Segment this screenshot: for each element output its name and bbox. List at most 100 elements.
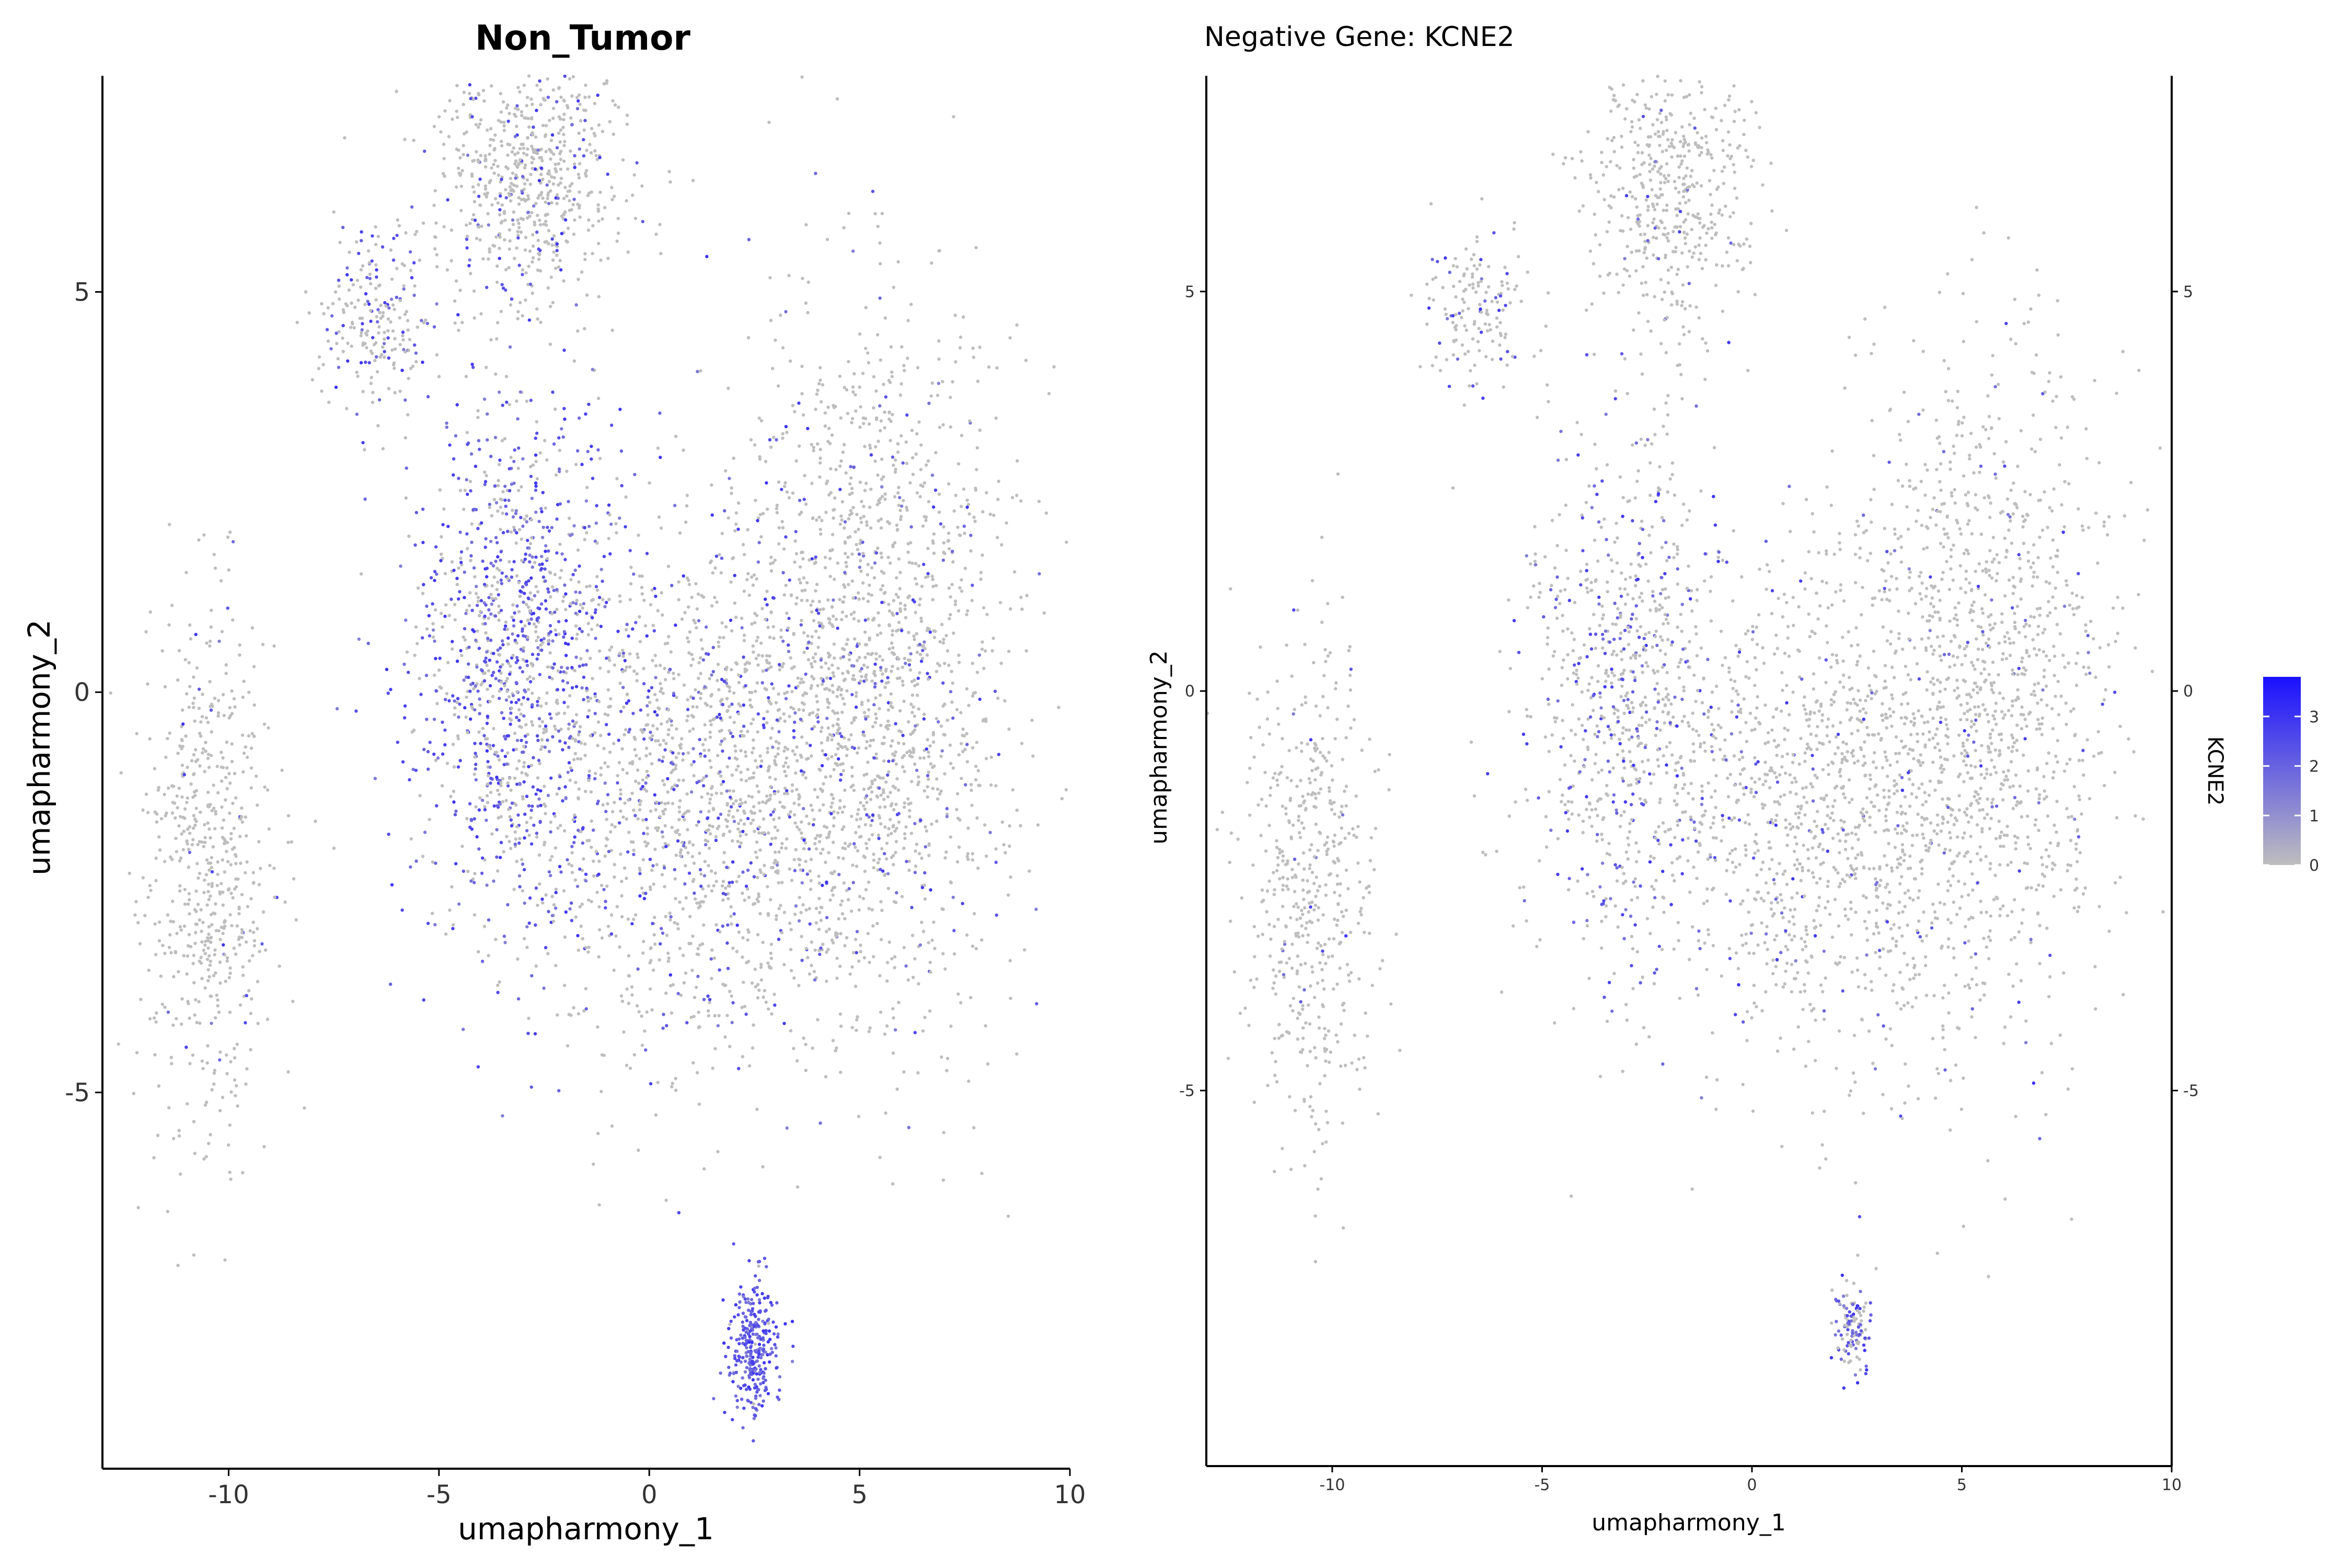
panel1-cell-point — [422, 747, 426, 752]
panel1-cell-point — [708, 719, 712, 723]
panel1-cell-point — [1003, 699, 1007, 703]
panel1-cell-point — [220, 765, 223, 769]
panel1-cell-point — [591, 224, 595, 228]
panel1-cell-point — [867, 838, 871, 841]
panel1-cell-point — [191, 962, 195, 965]
panel1-cell-point — [524, 163, 527, 167]
panel1-cell-point — [817, 874, 821, 878]
panel1-cell-point — [616, 232, 620, 235]
panel1-cell-point — [549, 275, 554, 279]
panel1-cell-point — [709, 869, 713, 873]
panel1-cell-point — [598, 457, 602, 460]
panel1-cell-point — [507, 266, 511, 270]
panel1-cell-point — [157, 939, 162, 943]
panel1-cell-point — [851, 863, 855, 867]
panel1-cell-point — [880, 908, 884, 913]
panel1-cell-point — [650, 588, 654, 592]
panel1-cell-point — [500, 711, 504, 714]
panel1-cell-point — [722, 860, 726, 864]
panel1-cell-point — [838, 374, 842, 378]
panel1-cell-point — [976, 379, 980, 383]
panel1-cell-point — [525, 774, 529, 777]
panel1-cell-point — [160, 1002, 164, 1006]
panel1-cell-point — [486, 782, 490, 786]
panel1-cell-point — [506, 153, 510, 157]
panel1-cell-point — [631, 627, 635, 631]
panel1-cell-point — [475, 584, 478, 589]
panel1-cell-point — [410, 205, 414, 209]
panel1-cell-point — [387, 833, 390, 836]
panel1-cell-point — [221, 931, 225, 936]
panel1-cell-point — [633, 216, 638, 221]
panel1-cell-point — [878, 262, 882, 266]
panel1-cell-point — [878, 1156, 882, 1159]
panel1-cell-point — [848, 482, 852, 486]
panel1-cell-point — [782, 792, 787, 795]
panel1-cell-point — [554, 728, 558, 731]
panel1-cell-point — [496, 648, 500, 652]
panel1-cell-point — [476, 629, 479, 633]
panel1-cell-point — [701, 887, 705, 891]
panel1-cell-point — [729, 731, 733, 735]
panel1-cell-point — [818, 834, 823, 837]
panel1-cell-point — [508, 239, 512, 243]
panel1-cell-point — [529, 617, 533, 621]
panel1-cell-point — [559, 268, 563, 272]
panel1-cell-point — [904, 440, 908, 444]
panel1-cell-point — [516, 86, 520, 89]
panel1-cell-point — [736, 839, 740, 844]
panel1-cell-point — [608, 552, 612, 556]
panel1-cell-point — [381, 314, 385, 318]
panel1-cell-point — [516, 957, 520, 961]
panel1-cell-point — [208, 963, 212, 967]
panel1-cell-point — [697, 1025, 700, 1030]
panel1-cell-point — [192, 790, 197, 794]
panel1-cell-point — [832, 598, 835, 602]
panel1-cell-point — [761, 800, 765, 804]
panel1-cell-point — [690, 653, 694, 656]
panel1-cell-point — [368, 309, 373, 313]
panel1-cell-point — [847, 658, 851, 662]
panel1-cell-point — [513, 843, 517, 846]
panel1-cell-point — [183, 902, 187, 906]
panel1-cell-point — [540, 159, 544, 163]
panel1-cell-point — [642, 940, 645, 943]
panel1-cell-point — [551, 117, 555, 120]
panel1-cell-point — [228, 811, 232, 815]
panel1-cell-point — [472, 200, 477, 203]
panel1-cell-point — [590, 126, 594, 131]
panel1-cell-point — [521, 795, 525, 799]
panel1-cell-point — [520, 198, 523, 201]
panel1-cell-point — [234, 1094, 237, 1098]
panel1-cell-point — [604, 844, 608, 848]
panel1-cell-point — [728, 829, 732, 833]
panel1-cell-point — [220, 779, 224, 783]
panel1-cell-point — [588, 584, 592, 588]
panel1-cell-point — [895, 612, 899, 616]
panel1-cell-point — [763, 989, 767, 993]
panel1-cell-point — [445, 692, 449, 696]
panel1-cell-point — [659, 526, 663, 530]
panel1-cell-point — [353, 305, 357, 309]
panel1-cell-point — [432, 203, 436, 207]
panel1-cell-point — [377, 325, 381, 329]
panel1-cell-point — [520, 771, 524, 775]
panel1-cell-point — [526, 96, 529, 99]
panel1-cell-point — [585, 293, 589, 297]
panel1-cell-point — [193, 941, 197, 946]
panel1-cell-point — [907, 859, 911, 863]
panel1-cell-point — [194, 909, 198, 914]
panel1-cell-point — [573, 813, 577, 817]
panel1-cell-point — [232, 697, 236, 701]
panel1-cell-point — [434, 235, 437, 239]
panel1-cell-point — [836, 718, 840, 721]
panel1-cell-point — [206, 721, 210, 724]
panel1-cell-point — [931, 505, 936, 509]
panel1-cell-point — [817, 949, 821, 952]
panel1-cell-point — [517, 162, 521, 165]
panel1-cell-point — [824, 661, 828, 665]
panel1-cell-point — [744, 750, 747, 754]
panel1-cell-point — [249, 897, 253, 901]
panel1-cell-point — [516, 317, 520, 320]
panel1-cell-point — [177, 786, 181, 790]
